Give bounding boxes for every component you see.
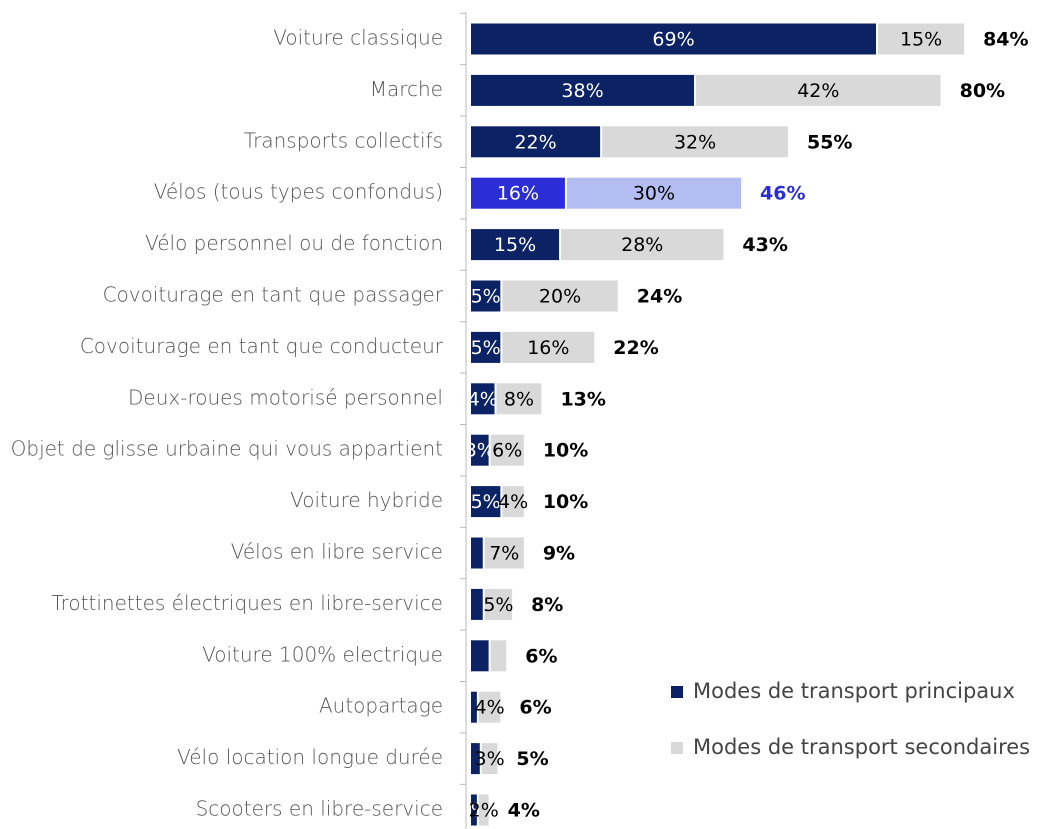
category-label: Vélos (tous types confondus) bbox=[154, 180, 443, 204]
bar-segment bbox=[484, 588, 513, 620]
total-label: 6% bbox=[525, 645, 557, 667]
bar-segment bbox=[478, 691, 501, 723]
bar-segment bbox=[481, 743, 498, 775]
bar-segment bbox=[471, 486, 501, 518]
bar-segment bbox=[471, 537, 483, 569]
bar-segment bbox=[471, 588, 483, 620]
data-label: 16% bbox=[527, 337, 569, 359]
data-label: 3% bbox=[475, 748, 505, 770]
data-label: 5% bbox=[471, 337, 501, 359]
bar-segment bbox=[471, 383, 495, 415]
category-label: Deux-roues motorisé personnel bbox=[128, 385, 443, 409]
data-label: 15% bbox=[494, 234, 536, 256]
data-label: 6% bbox=[492, 440, 522, 462]
category-label: Covoiturage en tant que passager bbox=[103, 283, 444, 307]
data-label: 5% bbox=[471, 491, 501, 513]
total-label: 13% bbox=[560, 388, 605, 410]
total-label: 43% bbox=[742, 234, 787, 256]
data-label: 69% bbox=[652, 29, 694, 51]
bar-segment bbox=[490, 640, 507, 672]
bar-segment bbox=[471, 229, 560, 261]
total-label: 46% bbox=[760, 183, 805, 205]
total-label: 22% bbox=[613, 337, 658, 359]
legend-swatch bbox=[671, 742, 683, 754]
category-label: Vélo personnel ou de fonction bbox=[145, 231, 443, 255]
bar-segment bbox=[471, 126, 601, 158]
data-label: 5% bbox=[483, 594, 513, 616]
category-label: Voiture 100% electrique bbox=[202, 642, 443, 666]
bar-segment bbox=[502, 280, 618, 312]
bar-segment bbox=[561, 229, 724, 261]
category-label: Voiture hybride bbox=[290, 488, 443, 512]
bar-segment bbox=[696, 74, 941, 106]
category-label: Objet de glisse urbaine qui vous apparti… bbox=[11, 437, 443, 461]
data-label: 16% bbox=[497, 183, 539, 205]
bar-segment bbox=[471, 434, 489, 466]
bar-segment bbox=[471, 743, 480, 775]
data-label: 5% bbox=[471, 286, 501, 308]
data-label: 28% bbox=[621, 234, 663, 256]
total-label: 4% bbox=[508, 800, 540, 822]
bar-segment bbox=[602, 126, 788, 158]
bar-segment bbox=[471, 74, 695, 106]
data-label: 30% bbox=[633, 183, 675, 205]
data-label: 2% bbox=[469, 800, 499, 822]
data-label: 38% bbox=[561, 80, 603, 102]
data-label: 42% bbox=[797, 80, 839, 102]
bar-segment bbox=[878, 23, 965, 55]
total-label: 84% bbox=[983, 29, 1028, 51]
category-label: Autopartage bbox=[319, 694, 443, 718]
bar-segment bbox=[566, 177, 742, 209]
bar-segment bbox=[471, 331, 501, 363]
data-label: 4% bbox=[498, 491, 528, 513]
category-label: Transports collectifs bbox=[244, 128, 443, 152]
bar-segment bbox=[471, 691, 477, 723]
bar-segment bbox=[471, 177, 565, 209]
category-label: Vélos en libre service bbox=[231, 540, 443, 564]
total-label: 24% bbox=[637, 286, 682, 308]
category-label: Trottinettes électriques en libre-servic… bbox=[51, 591, 443, 615]
data-label: 15% bbox=[900, 29, 942, 51]
legend-label: Modes de transport secondaires bbox=[693, 735, 1030, 759]
data-label: 22% bbox=[514, 131, 556, 153]
category-label: Marche bbox=[370, 77, 443, 101]
total-label: 8% bbox=[531, 594, 563, 616]
data-label: 20% bbox=[539, 286, 581, 308]
category-label: Scooters en libre-service bbox=[196, 797, 443, 821]
data-label: 7% bbox=[489, 543, 519, 565]
total-label: 10% bbox=[543, 491, 588, 513]
bar-segment bbox=[471, 280, 501, 312]
data-label: 32% bbox=[674, 131, 716, 153]
total-label: 5% bbox=[516, 748, 548, 770]
bar-segment bbox=[471, 794, 477, 826]
legend-label: Modes de transport principaux bbox=[693, 679, 1015, 703]
data-label: 4% bbox=[475, 697, 505, 719]
bar-segment bbox=[490, 434, 524, 466]
bar-segment bbox=[502, 331, 595, 363]
category-label: Covoiturage en tant que conducteur bbox=[80, 334, 444, 358]
total-label: 9% bbox=[543, 543, 575, 565]
category-label: Vélo location longue durée bbox=[177, 745, 443, 769]
data-label: 4% bbox=[468, 388, 498, 410]
bar-segment bbox=[502, 486, 524, 518]
bar-segment bbox=[484, 537, 524, 569]
category-label: Voiture classique bbox=[273, 26, 443, 50]
total-label: 6% bbox=[519, 697, 551, 719]
bar-segment bbox=[478, 794, 489, 826]
data-label: 3% bbox=[465, 440, 495, 462]
total-label: 80% bbox=[960, 80, 1005, 102]
total-label: 55% bbox=[807, 131, 852, 153]
bar-segment bbox=[471, 23, 877, 55]
total-label: 10% bbox=[543, 440, 588, 462]
bar-segment bbox=[496, 383, 542, 415]
bar-segment bbox=[471, 640, 489, 672]
legend-swatch bbox=[671, 686, 683, 698]
data-label: 8% bbox=[504, 388, 534, 410]
data-label: 2% bbox=[459, 800, 489, 822]
